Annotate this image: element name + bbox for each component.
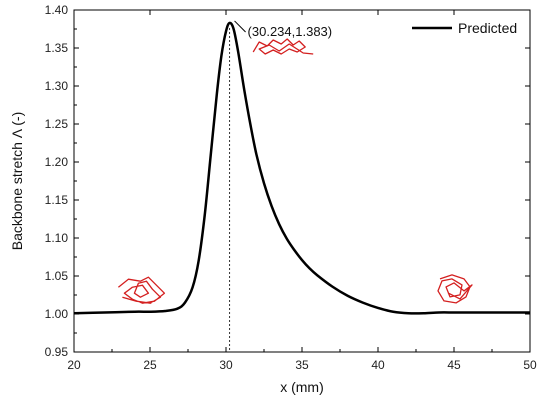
x-tick-label: 50 — [523, 358, 537, 372]
y-tick-label: 1.00 — [45, 307, 69, 321]
axis-labels: x (mm) Backbone stretch Λ (-) — [9, 112, 324, 395]
y-tick-label: 1.05 — [45, 269, 69, 283]
conformation-coiled-left-path — [117, 276, 166, 304]
x-tick-label: 40 — [371, 358, 385, 372]
y-tick-label: 1.25 — [45, 117, 69, 131]
y-tick-label: 0.95 — [45, 345, 69, 359]
peak-annotation: (30.234,1.383) — [234, 20, 333, 39]
x-tick-label: 20 — [67, 358, 81, 372]
y-tick-label: 1.20 — [45, 155, 69, 169]
y-tick-label: 1.35 — [45, 41, 69, 55]
chain-conformation-sketches — [117, 38, 473, 304]
conformation-stretched-peak — [252, 38, 314, 55]
peak-annotation-label: (30.234,1.383) — [248, 24, 333, 39]
y-axis-title: Backbone stretch Λ (-) — [9, 112, 25, 251]
conformation-coiled-right — [437, 274, 473, 304]
legend-entry-predicted: Predicted — [458, 20, 517, 36]
plot-area — [73, 21, 530, 352]
conformation-stretched-peak-path — [252, 38, 314, 55]
x-tick-label: 35 — [295, 358, 309, 372]
x-tick-label: 30 — [219, 358, 233, 372]
x-tick-label: 45 — [447, 358, 461, 372]
plot-frame — [73, 9, 531, 353]
y-tick-label: 1.30 — [45, 79, 69, 93]
y-tick-label: 1.10 — [45, 231, 69, 245]
x-axis-title: x (mm) — [280, 379, 324, 395]
y-tick-label: 1.40 — [45, 3, 69, 17]
x-tick-label: 25 — [143, 358, 157, 372]
series-line-predicted — [73, 21, 530, 315]
y-tick-label: 1.15 — [45, 193, 69, 207]
peak-annotation-leader — [234, 20, 246, 33]
legend: Predicted — [412, 20, 517, 36]
conformation-coiled-right-path — [437, 274, 473, 304]
conformation-coiled-left — [117, 276, 166, 304]
axes: 20 25 30 35 40 45 50 0.95 1.00 1.05 1.10 1.15 1.20 1.… — [45, 3, 537, 372]
